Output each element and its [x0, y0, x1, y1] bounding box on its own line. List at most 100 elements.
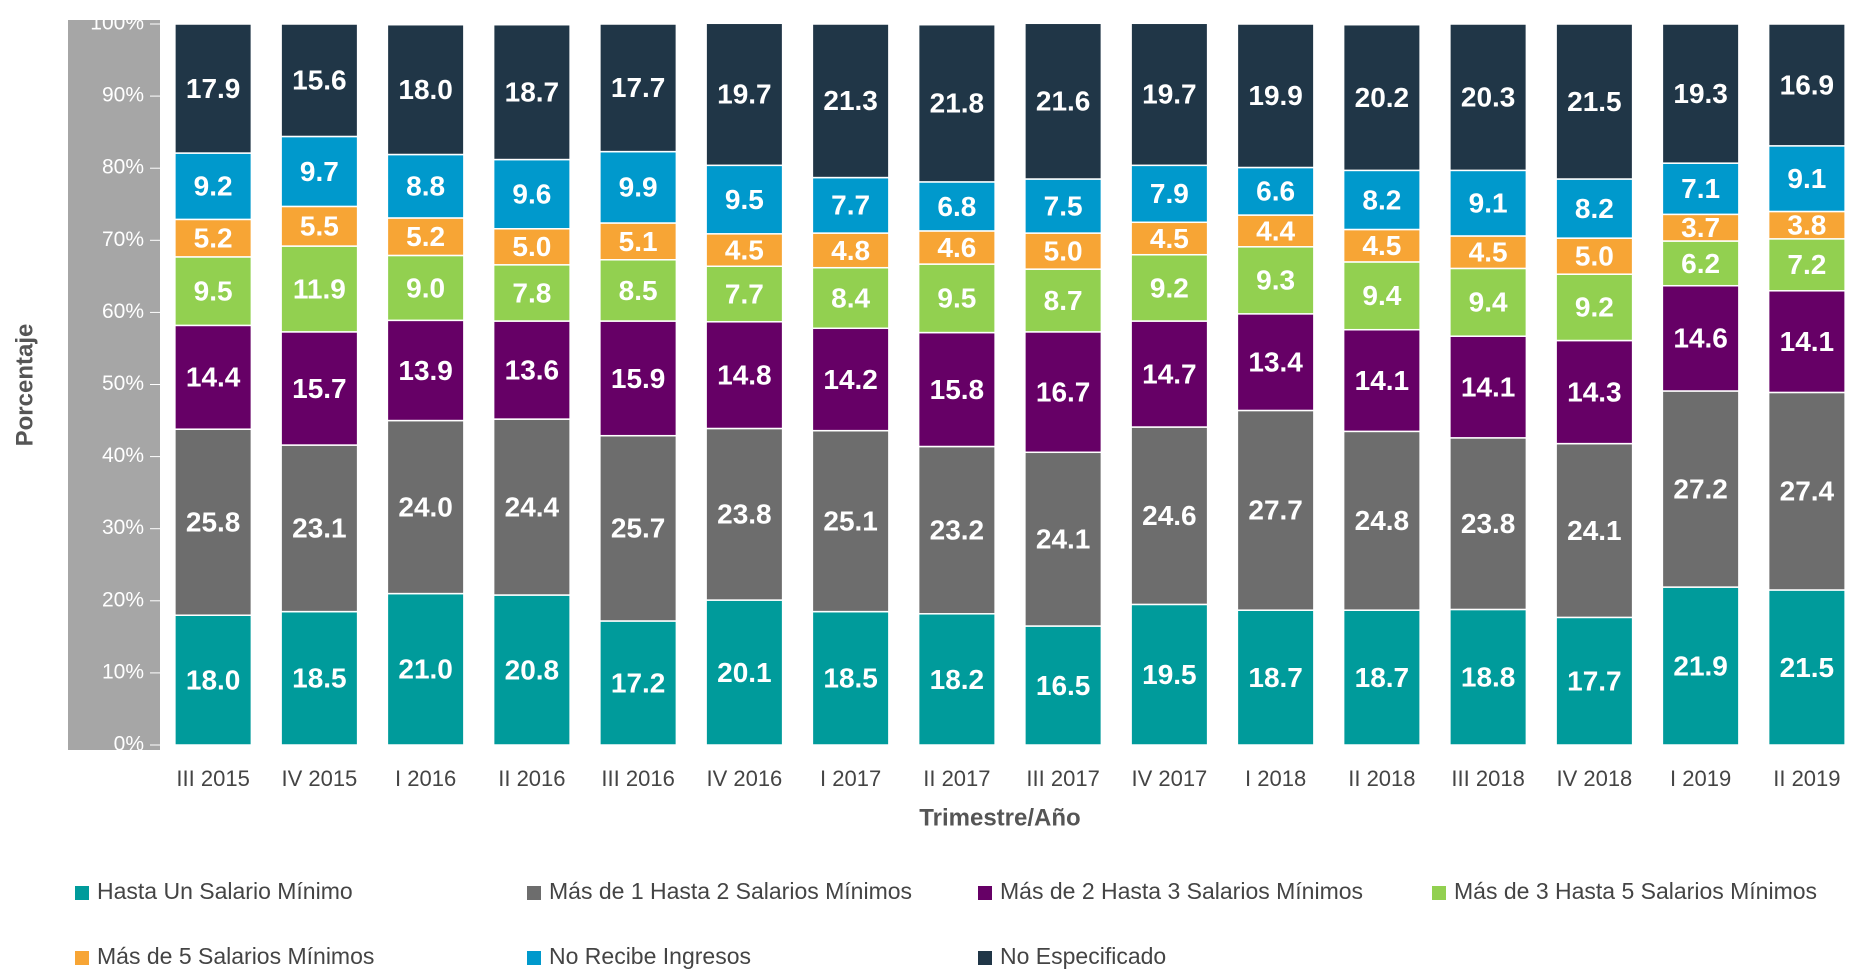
x-tick-label: IV 2016 — [706, 766, 782, 791]
data-label: 4.5 — [1469, 237, 1508, 268]
data-label: 14.1 — [1780, 326, 1835, 357]
bar-segment — [1555, 339, 1634, 445]
data-label: 9.4 — [1469, 287, 1508, 318]
bar-segment — [280, 23, 359, 138]
bar-segment — [1130, 164, 1209, 224]
bar-segment — [1555, 178, 1634, 239]
bar-segment — [386, 419, 465, 595]
bar-segment — [811, 23, 890, 179]
data-label: 16.5 — [1036, 670, 1091, 701]
y-tick-label: 30% — [102, 516, 144, 539]
data-label: 27.4 — [1780, 476, 1835, 507]
data-label: 15.6 — [292, 65, 347, 96]
data-label: 9.1 — [1787, 163, 1826, 194]
data-label: 9.7 — [300, 156, 339, 187]
data-label: 11.9 — [293, 273, 346, 304]
bar-segment — [1555, 237, 1634, 275]
bar-segment — [174, 23, 253, 154]
data-label: 13.9 — [398, 355, 453, 386]
data-label: 9.2 — [1150, 272, 1189, 303]
y-tick-label: 80% — [102, 156, 144, 179]
bar-segment — [492, 264, 571, 322]
bar-segment — [917, 23, 996, 183]
bar-segment — [811, 266, 890, 330]
bar-segment — [1661, 284, 1740, 392]
data-label: 18.5 — [292, 663, 347, 694]
data-label: 9.1 — [1469, 188, 1508, 219]
data-label: 16.9 — [1780, 69, 1835, 100]
bar-segment — [599, 259, 678, 322]
bar-segment — [1661, 390, 1740, 588]
data-label: 16.7 — [1036, 376, 1091, 407]
data-label: 23.1 — [292, 513, 347, 544]
data-label: 25.1 — [823, 506, 878, 537]
x-tick-label: II 2017 — [923, 766, 990, 791]
data-label: 17.2 — [611, 667, 666, 698]
bar-segment — [705, 22, 784, 167]
y-tick-label: 70% — [102, 228, 144, 251]
data-label: 18.7 — [505, 77, 560, 108]
bar-segment — [705, 427, 784, 601]
data-label: 20.1 — [717, 657, 772, 688]
data-label: 19.5 — [1142, 659, 1197, 690]
data-label: 4.6 — [937, 232, 976, 263]
data-label: 19.7 — [717, 79, 772, 110]
legend-label: Más de 2 Hasta 3 Salarios Mínimos — [1000, 878, 1363, 904]
data-label: 6.8 — [937, 191, 976, 222]
legend-label: Más de 5 Salarios Mínimos — [97, 943, 374, 969]
data-label: 21.5 — [1780, 652, 1835, 683]
data-label: 17.7 — [611, 72, 666, 103]
legend-swatch — [75, 886, 89, 900]
x-tick-label: II 2019 — [1773, 766, 1840, 791]
x-axis-title: Trimestre/Año — [919, 804, 1080, 831]
bar-segment — [174, 614, 253, 746]
data-label: 7.7 — [725, 278, 764, 309]
data-label: 15.9 — [611, 363, 666, 394]
data-label: 5.2 — [406, 221, 445, 252]
data-label: 9.9 — [619, 172, 658, 203]
bar-segment — [174, 152, 253, 221]
data-label: 25.7 — [611, 513, 666, 544]
data-label: 9.0 — [406, 272, 445, 303]
data-label: 8.2 — [1575, 193, 1614, 224]
data-label: 9.5 — [725, 184, 764, 215]
bar-segment — [386, 217, 465, 257]
data-label: 3.7 — [1681, 212, 1720, 243]
data-label: 8.4 — [831, 282, 870, 313]
data-label: 9.5 — [194, 276, 233, 307]
data-label: 7.1 — [1681, 173, 1720, 204]
bar-segment — [1236, 313, 1315, 412]
data-label: 6.6 — [1256, 176, 1295, 207]
bar-segment — [386, 592, 465, 746]
legend-swatch — [978, 951, 992, 965]
data-label: 9.3 — [1256, 265, 1295, 296]
data-label: 14.3 — [1567, 376, 1622, 407]
data-label: 5.1 — [619, 226, 658, 257]
data-label: 21.6 — [1036, 86, 1091, 117]
bar-segment — [280, 135, 359, 208]
data-label: 15.8 — [930, 374, 985, 405]
bar-segment — [705, 265, 784, 323]
data-label: 17.9 — [186, 73, 241, 104]
bar-segment — [1661, 586, 1740, 746]
data-label: 18.2 — [930, 664, 985, 695]
data-label: 8.7 — [1044, 285, 1083, 316]
data-label: 21.5 — [1567, 86, 1622, 117]
bar-segment — [1236, 214, 1315, 248]
bar-segment — [1767, 210, 1846, 240]
bar-segment — [599, 23, 678, 153]
data-label: 24.1 — [1567, 515, 1622, 546]
data-label: 6.2 — [1681, 248, 1720, 279]
data-label: 9.2 — [194, 171, 233, 202]
bar-segment — [492, 228, 571, 266]
bar-segment — [1342, 228, 1421, 263]
bar-segment — [174, 218, 253, 258]
data-label: 3.8 — [1787, 210, 1826, 241]
bar-segment — [1449, 169, 1528, 237]
bar-segment — [1024, 331, 1103, 454]
data-label: 24.6 — [1142, 500, 1197, 531]
data-label: 4.5 — [1362, 230, 1401, 261]
bar-segment — [1449, 267, 1528, 337]
legend-swatch — [527, 886, 541, 900]
x-tick-label: III 2018 — [1451, 766, 1524, 791]
